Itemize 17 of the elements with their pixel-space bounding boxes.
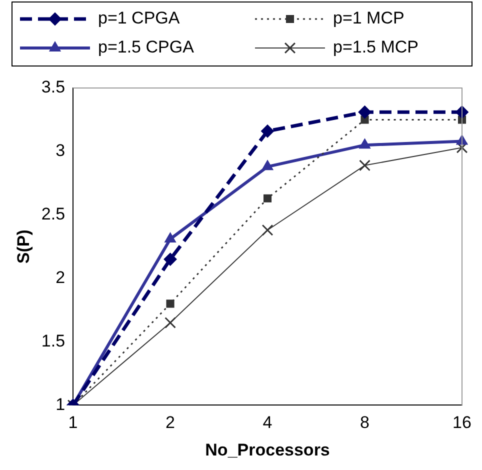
y-tick-label: 1.5 xyxy=(41,331,66,350)
x-tick-label: 4 xyxy=(262,413,272,432)
y-tick-label: 3.5 xyxy=(41,78,66,97)
y-tick-label: 3 xyxy=(56,141,66,160)
legend-label: p=1.5 MCP xyxy=(333,38,419,57)
legend-label: p=1 MCP xyxy=(333,8,404,28)
x-tick-label: 1 xyxy=(68,413,78,432)
y-tick-label: 1 xyxy=(56,394,66,414)
legend-label: p=1 CPGA xyxy=(98,8,180,28)
x-tick-label: 8 xyxy=(360,413,370,432)
y-axis-title: S(P) xyxy=(14,230,33,264)
x-tick-label: 16 xyxy=(452,413,472,432)
x-tick-label: 2 xyxy=(166,413,176,432)
y-tick-label: 2 xyxy=(56,268,66,288)
y-tick-label: 2.5 xyxy=(41,204,66,224)
x-axis-title: No_Processors xyxy=(205,440,330,460)
legend-label: p=1.5 CPGA xyxy=(98,38,195,57)
